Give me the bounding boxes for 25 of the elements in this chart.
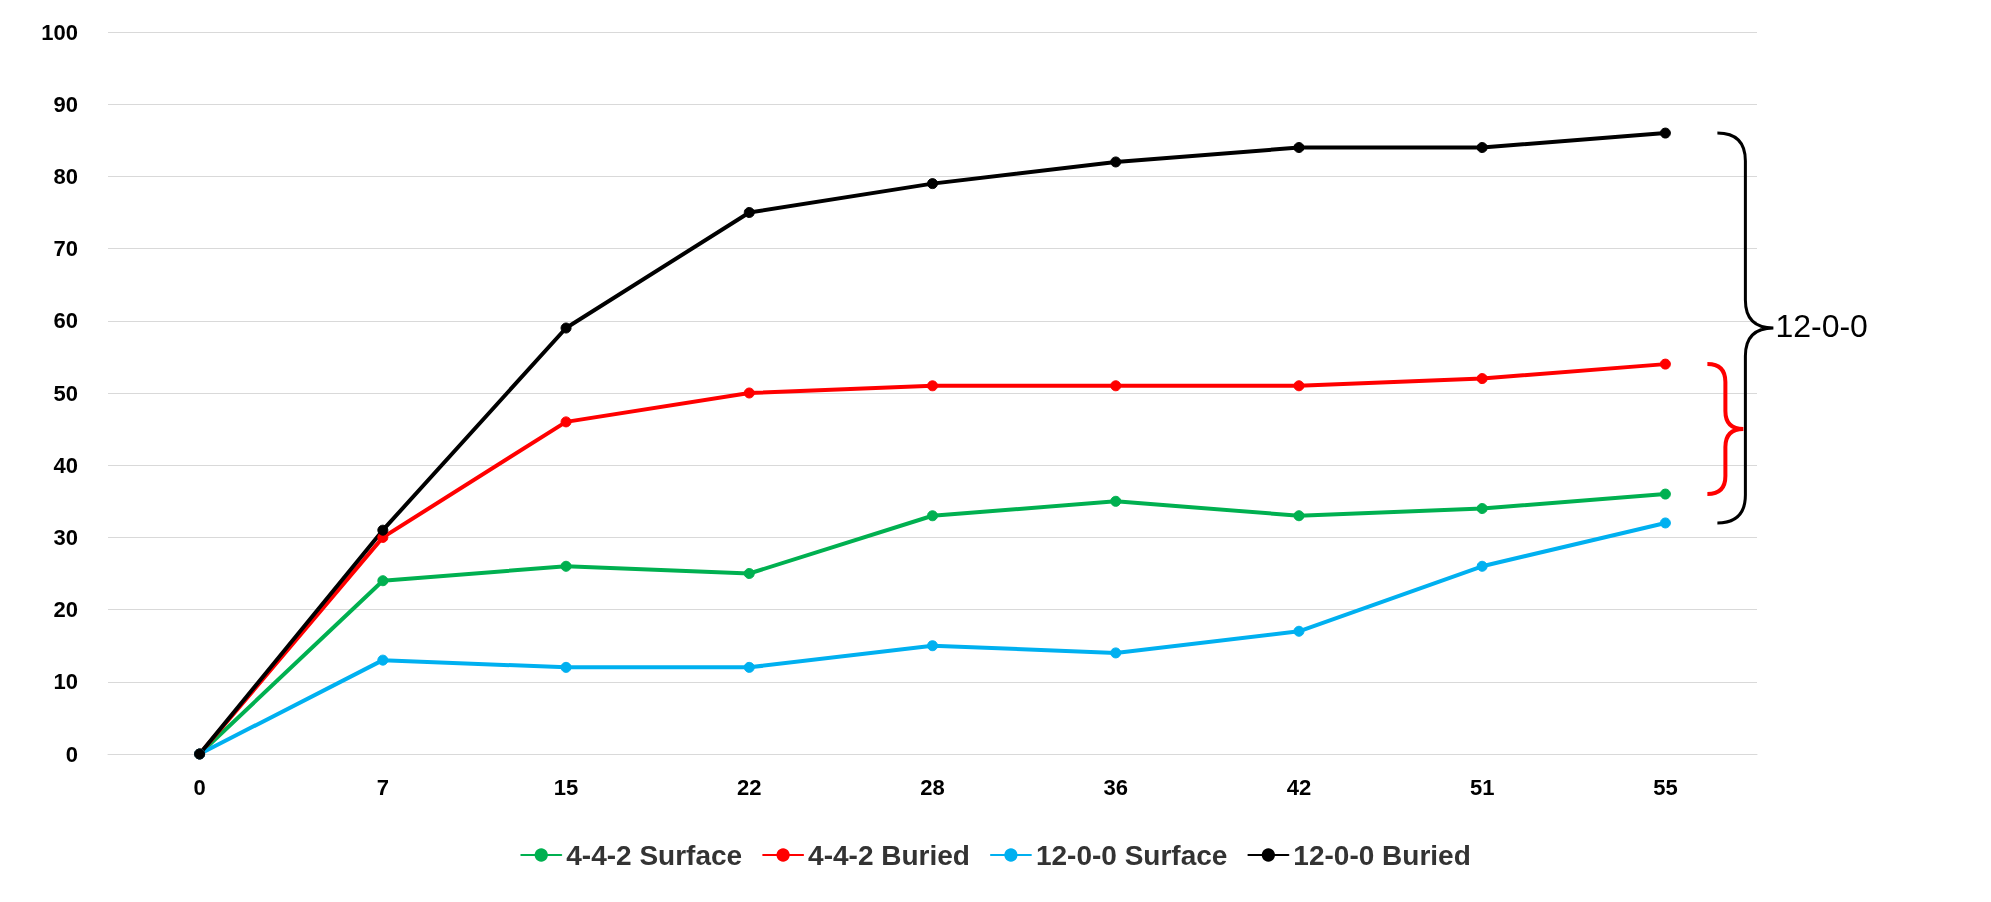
y-tick-label: 90 [53, 91, 78, 117]
x-tick-label: 15 [553, 774, 579, 800]
legend-label: 4-4-2 Surface [566, 839, 743, 871]
x-tick-label: 28 [920, 774, 945, 800]
x-tick-label: 51 [1469, 774, 1495, 800]
y-tick-label: 40 [53, 452, 78, 478]
y-tick-label: 100 [41, 19, 78, 45]
x-tick-label: 36 [1103, 774, 1128, 800]
y-tick-label: 20 [53, 597, 78, 623]
legend-label: 12-0-0 Surface [1035, 839, 1228, 871]
x-tick-label: 55 [1653, 774, 1678, 800]
x-tick-label: 22 [737, 774, 762, 800]
y-tick-label: 30 [53, 524, 78, 550]
x-tick-label: 42 [1286, 774, 1312, 800]
y-tick-label: 70 [53, 236, 78, 262]
x-tick-label: 0 [193, 774, 206, 800]
x-tick-label: 7 [376, 774, 389, 800]
y-tick-label: 80 [53, 163, 78, 189]
legend-label: 12-0-0 Buried [1293, 839, 1471, 871]
y-tick-label: 50 [53, 380, 78, 406]
text: 12-0-0 [1775, 308, 1868, 346]
y-tick-label: 10 [53, 669, 78, 695]
y-tick-label: 0 [65, 741, 78, 767]
legend-label: 4-4-2 Buried [808, 839, 970, 871]
y-tick-label: 60 [53, 308, 78, 334]
